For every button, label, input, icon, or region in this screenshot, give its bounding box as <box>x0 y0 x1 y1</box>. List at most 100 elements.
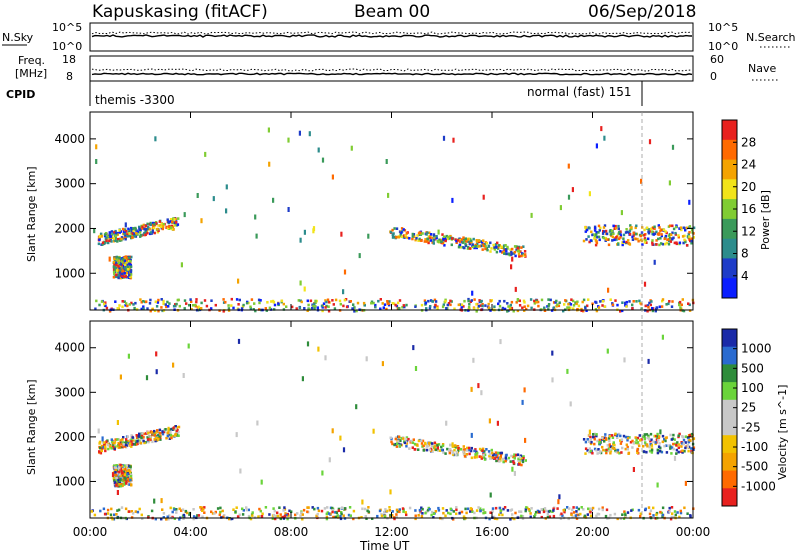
echo-cell <box>567 306 570 309</box>
echo-cell <box>232 508 235 511</box>
echo-cell <box>568 507 571 510</box>
echo-cell <box>119 276 122 280</box>
echo-cell <box>656 451 660 455</box>
echo-cell <box>601 436 604 440</box>
echo-cell <box>467 297 470 301</box>
echo-cell <box>168 514 171 517</box>
echo-cell <box>166 434 169 438</box>
echo-cell <box>111 443 115 446</box>
echo-cell <box>560 512 563 516</box>
echo-cell <box>646 436 649 440</box>
x-tick-label: 00:00 <box>73 525 108 539</box>
echo-cell <box>600 126 603 132</box>
echo-cell <box>391 233 394 236</box>
echo-cell <box>388 300 391 303</box>
colorbar-tick-label: 24 <box>741 158 756 172</box>
echo-cell <box>502 246 505 250</box>
echo-cell <box>551 350 554 356</box>
echo-cell <box>570 298 573 301</box>
echo-cell <box>367 233 370 239</box>
echo-cell <box>101 441 105 444</box>
echo-cell <box>438 238 441 242</box>
echo-cell <box>284 512 287 515</box>
echo-cell <box>157 224 160 227</box>
echo-cell <box>131 227 135 230</box>
echo-cell <box>287 514 290 517</box>
echo-cell <box>110 240 113 243</box>
echo-cell <box>177 425 181 429</box>
echo-cell <box>598 238 601 242</box>
echo-cell <box>455 241 458 244</box>
echo-cell <box>673 510 677 513</box>
echo-cell <box>189 298 192 301</box>
echo-cell <box>437 229 440 235</box>
echo-cell <box>161 432 165 436</box>
echo-cell <box>128 483 131 486</box>
echo-cell <box>358 253 361 259</box>
echo-cell <box>513 517 516 521</box>
echo-cell <box>639 515 642 518</box>
echo-cell <box>129 235 133 238</box>
echo-cell <box>469 449 473 453</box>
echo-cell <box>529 515 532 519</box>
echo-cell <box>559 205 562 211</box>
echo-cell <box>320 304 324 308</box>
echo-cell <box>490 448 493 452</box>
echo-cell <box>267 127 270 133</box>
echo-cell <box>452 510 455 513</box>
echo-cell <box>575 302 578 306</box>
echo-cell <box>301 513 304 516</box>
echo-cell <box>510 264 513 270</box>
echo-cell <box>342 304 345 308</box>
echo-cell <box>450 243 453 247</box>
echo-cell <box>138 432 141 436</box>
echo-cell <box>411 232 414 238</box>
echo-cell <box>678 227 681 230</box>
echo-cell <box>367 510 370 514</box>
echo-cell <box>455 512 458 516</box>
echo-cell <box>121 441 125 444</box>
echo-cell <box>142 439 145 443</box>
echo-cell <box>640 302 643 306</box>
echo-cell <box>420 239 423 242</box>
echo-cell <box>644 443 647 447</box>
echo-cell <box>241 305 245 308</box>
echo-cell <box>393 516 396 519</box>
echo-cell <box>681 451 684 454</box>
echo-cell <box>442 237 445 240</box>
echo-cell <box>485 448 488 451</box>
colorbar-swatch <box>722 364 737 383</box>
echo-cell <box>624 515 627 519</box>
echo-cell <box>108 231 111 234</box>
power-echo-layer <box>93 126 696 313</box>
echo-cell <box>242 303 245 307</box>
echo-cell <box>112 239 116 243</box>
echo-cell <box>167 305 170 308</box>
echo-cell <box>477 245 480 248</box>
echo-cell <box>524 507 528 511</box>
power-colorbar-label: Power [dB] <box>759 190 772 250</box>
echo-cell <box>156 433 159 437</box>
echo-cell <box>680 445 683 448</box>
echo-cell <box>616 448 620 452</box>
echo-cell <box>431 300 434 303</box>
echo-cell <box>473 456 476 459</box>
echo-cell <box>383 303 387 306</box>
echo-cell <box>518 255 521 258</box>
echo-cell <box>352 509 356 513</box>
echo-cell <box>436 444 439 447</box>
echo-cell <box>111 517 114 521</box>
echo-cell <box>483 453 487 456</box>
echo-cell <box>162 302 165 306</box>
echo-cell <box>659 229 662 233</box>
echo-cell <box>350 145 353 151</box>
echo-cell <box>328 457 331 463</box>
frequency-panel-frame <box>89 55 694 82</box>
echo-cell <box>325 515 329 519</box>
noise-left-tick-low: 10^0 <box>52 40 82 53</box>
echo-cell <box>692 226 696 230</box>
echo-cell <box>445 509 448 512</box>
echo-cell <box>501 306 505 310</box>
echo-cell <box>650 447 654 450</box>
echo-cell <box>113 259 117 262</box>
